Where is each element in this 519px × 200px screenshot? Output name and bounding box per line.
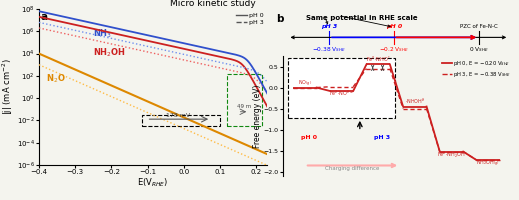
Text: NH$_2$OH$_{(g)}$: NH$_2$OH$_{(g)}$ (476, 159, 500, 169)
Text: 0 V$_{SHE}$: 0 V$_{SHE}$ (469, 46, 489, 54)
Text: pH 0: pH 0 (386, 24, 402, 29)
Text: Fe$^2$-NO$^{\delta-}$: Fe$^2$-NO$^{\delta-}$ (329, 89, 354, 98)
Text: Fe$^0$-NHO$^*$: Fe$^0$-NHO$^*$ (365, 54, 391, 64)
Text: PZC of Fe-N-C: PZC of Fe-N-C (460, 24, 498, 29)
Text: Fe$^2$-NH$_2$OH: Fe$^2$-NH$_2$OH (437, 150, 466, 160)
Y-axis label: |j| (mA cm$^{-2}$): |j| (mA cm$^{-2}$) (1, 59, 16, 115)
X-axis label: E(V$_{RHE}$): E(V$_{RHE}$) (138, 177, 169, 189)
Text: 178 mV: 178 mV (167, 113, 190, 118)
Text: −0.2 V$_{SHE}$: −0.2 V$_{SHE}$ (379, 46, 409, 54)
Legend: pH 0, pH 3: pH 0, pH 3 (235, 12, 264, 25)
Text: a: a (40, 12, 48, 22)
Text: N$_2$O: N$_2$O (46, 72, 66, 85)
Text: −0.38 V$_{SHE}$: −0.38 V$_{SHE}$ (312, 46, 346, 54)
Bar (289, 58, 394, 118)
Bar (142, 115, 220, 126)
Text: NH$_2$OH: NH$_2$OH (93, 47, 127, 59)
Legend: pH 0, E = −0.20 V$_{SHE}$, pH 3, E = −0.38 V$_{SHE}$: pH 0, E = −0.20 V$_{SHE}$, pH 3, E = −0.… (442, 59, 511, 79)
Text: 49 m: 49 m (237, 104, 252, 109)
Text: b: b (276, 14, 283, 24)
Text: pH 0: pH 0 (301, 135, 317, 140)
Text: Charging difference: Charging difference (325, 166, 380, 171)
Text: pH 3: pH 3 (374, 135, 390, 140)
Text: NO$_{(g)}$: NO$_{(g)}$ (298, 78, 312, 89)
Text: Same potential in RHE scale: Same potential in RHE scale (306, 15, 417, 21)
Y-axis label: Free energy (eV): Free energy (eV) (253, 84, 262, 148)
Text: Micro kinetic study: Micro kinetic study (170, 0, 256, 8)
Text: -NHOH$^\delta$: -NHOH$^\delta$ (405, 96, 425, 106)
Bar (227, 74, 262, 126)
Text: NH$_3$: NH$_3$ (93, 28, 113, 40)
Text: pH 3: pH 3 (321, 24, 337, 29)
